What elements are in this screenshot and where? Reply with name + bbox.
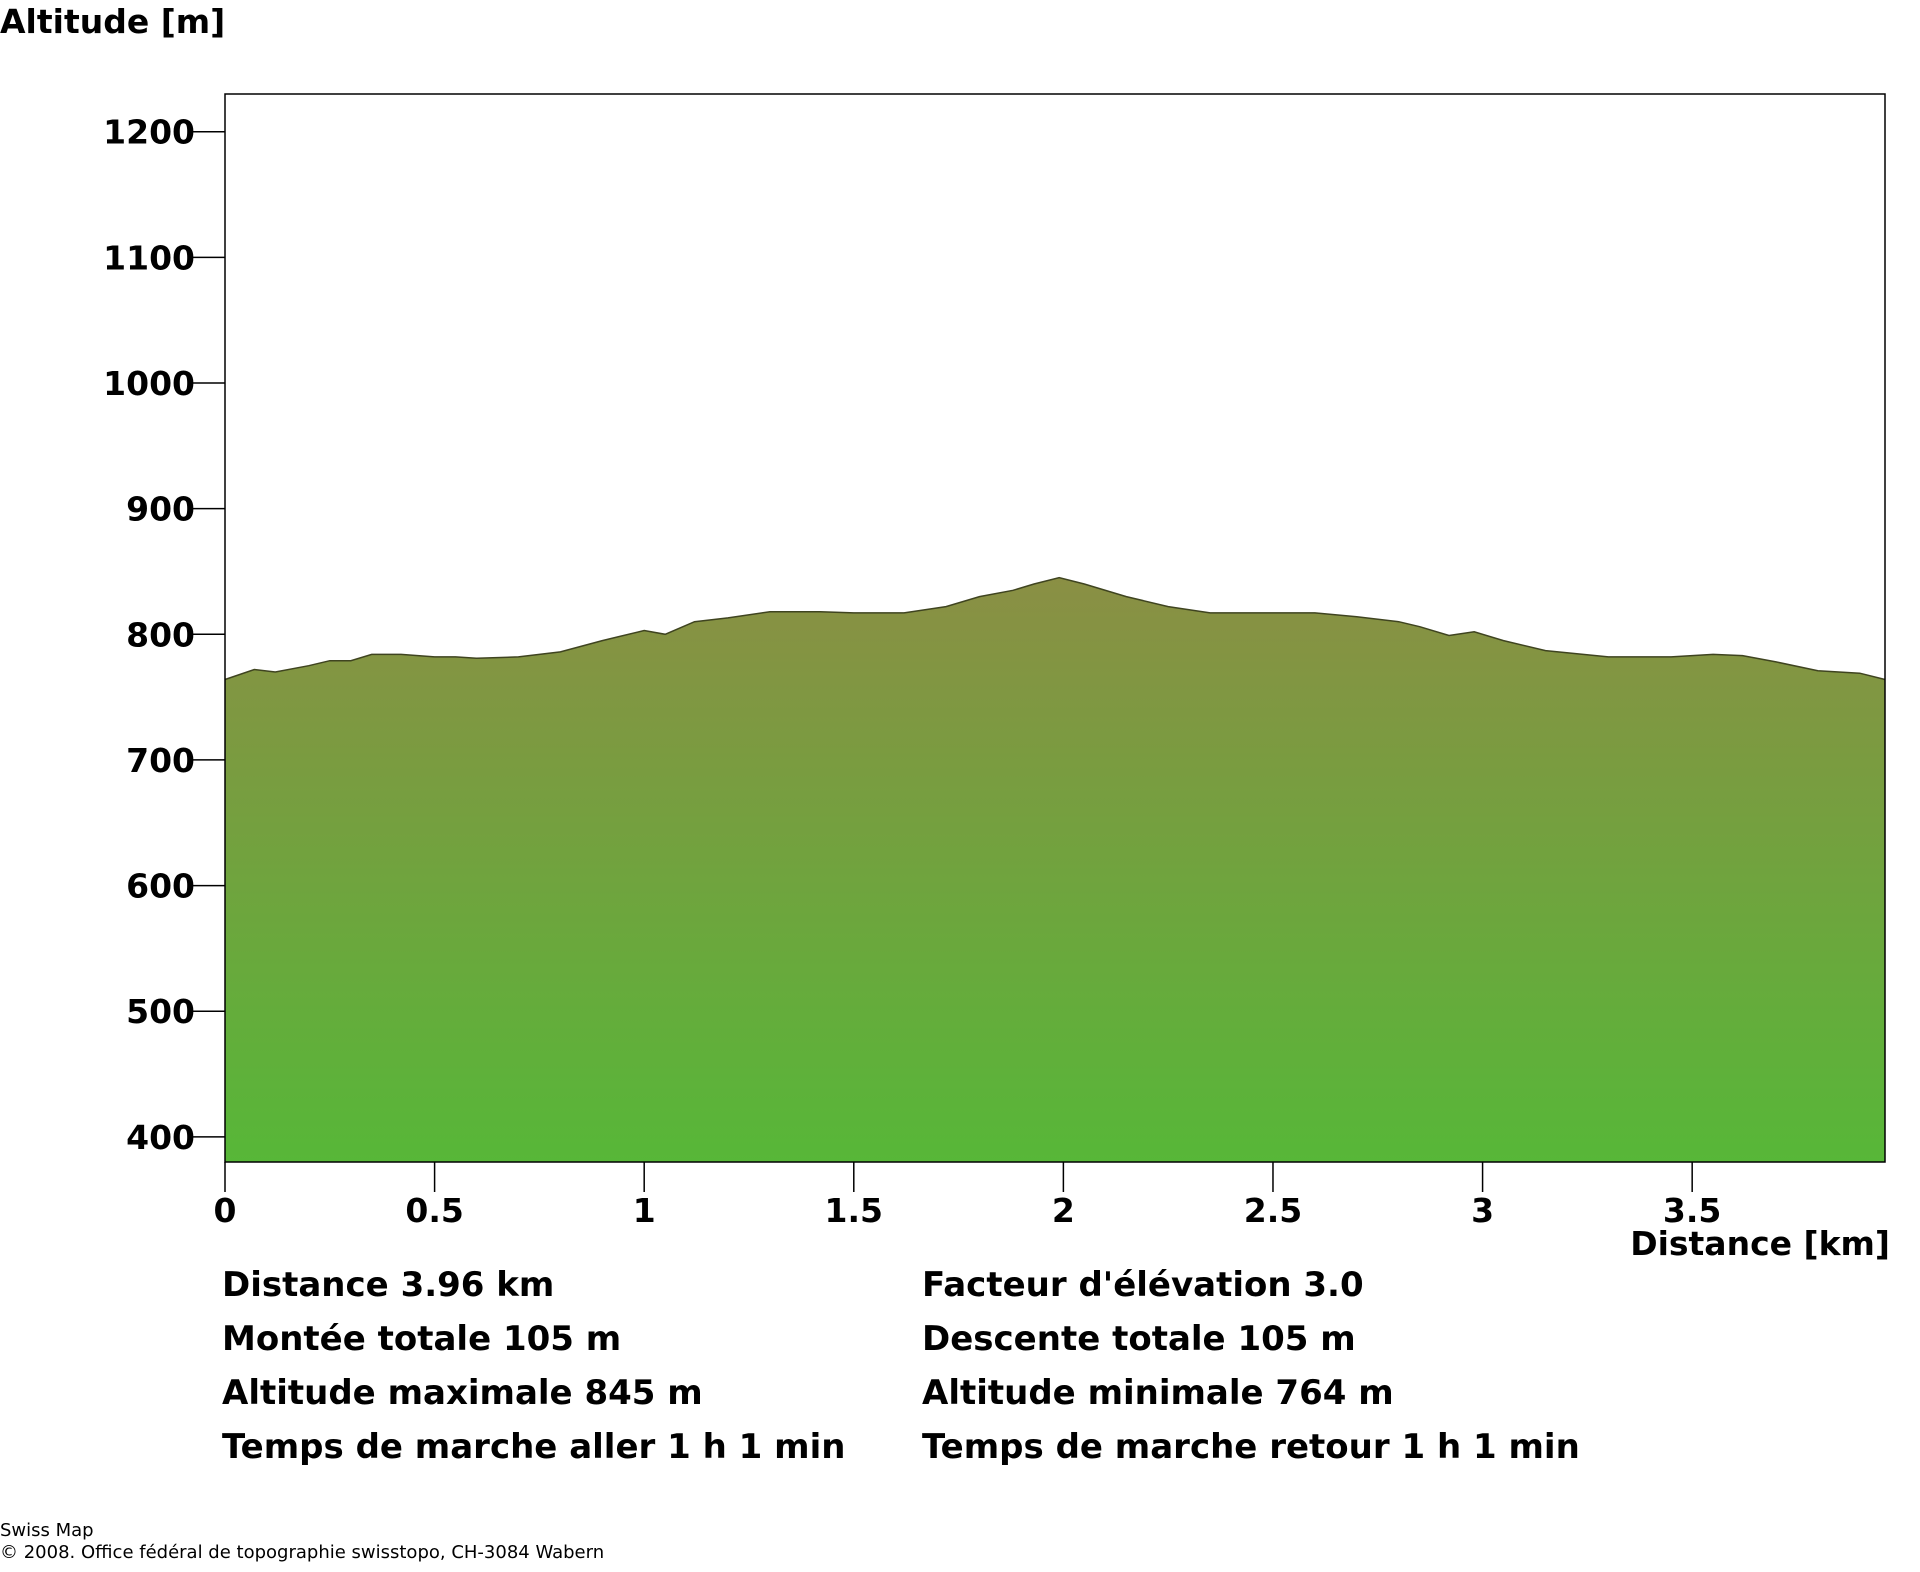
x-axis-title: Distance [km]	[1630, 1224, 1890, 1263]
y-tick-label: 700	[126, 741, 195, 780]
y-tick-label: 800	[126, 615, 195, 654]
x-tick-label: 1	[633, 1191, 656, 1230]
y-tick-label: 1000	[103, 364, 195, 403]
terrain-outline	[224, 576, 1886, 681]
stat-total-descent: Descente totale 105 m	[922, 1319, 1356, 1359]
y-tick-label: 600	[126, 867, 195, 906]
stats-left-panel: Distance 3.96 km Montée totale 105 m Alt…	[222, 1258, 845, 1474]
plot-frame	[224, 93, 1886, 1163]
footer-app-name: Swiss Map	[0, 1520, 94, 1541]
stat-walking-time-out: Temps de marche aller 1 h 1 min	[222, 1427, 846, 1467]
stat-min-altitude: Altitude minimale 764 m	[922, 1373, 1394, 1413]
x-tick-label: 2.5	[1244, 1191, 1302, 1230]
y-axis-title: Altitude [m]	[0, 2, 226, 41]
y-tick-label: 1100	[103, 238, 195, 277]
y-tick-label: 400	[126, 1118, 195, 1157]
x-tick-label: 3	[1471, 1191, 1494, 1230]
y-tick-label: 1200	[103, 113, 195, 152]
footer-copyright: © 2008. Office fédéral de topographie sw…	[0, 1542, 605, 1563]
x-tick-label: 2	[1052, 1191, 1075, 1230]
x-tick-label: 3.5	[1663, 1191, 1721, 1230]
copyright-footer: Swiss Map © 2008. Office fédéral de topo…	[0, 1520, 604, 1564]
x-tick-label: 1.5	[825, 1191, 883, 1230]
x-tick-label: 0.5	[405, 1191, 463, 1230]
stat-walking-time-return: Temps de marche retour 1 h 1 min	[922, 1427, 1580, 1467]
stat-max-altitude: Altitude maximale 845 m	[222, 1373, 703, 1413]
y-tick-label: 900	[126, 490, 195, 529]
x-tick-label: 0	[214, 1191, 237, 1230]
stats-right-panel: Facteur d'élévation 3.0 Descente totale …	[922, 1258, 1580, 1474]
stat-elevation-factor: Facteur d'élévation 3.0	[922, 1265, 1364, 1305]
stat-total-ascent: Montée totale 105 m	[222, 1319, 622, 1359]
stat-distance: Distance 3.96 km	[222, 1265, 555, 1305]
y-tick-label: 500	[126, 992, 195, 1031]
terrain-area	[225, 577, 1885, 1162]
